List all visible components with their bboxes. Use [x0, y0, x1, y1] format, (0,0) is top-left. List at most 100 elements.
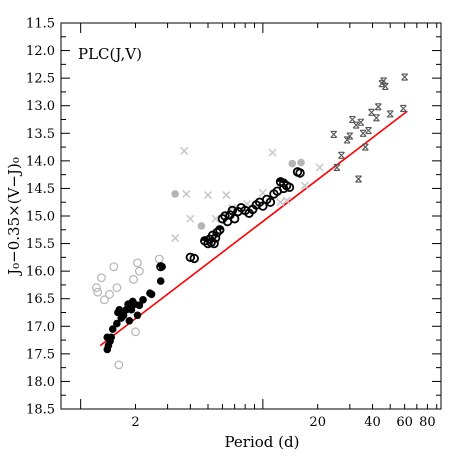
point-cross-gray	[276, 198, 285, 207]
y-tick-label: 18.5	[26, 403, 55, 418]
point-cross-boxed	[330, 130, 338, 138]
point-cross-boxed	[381, 82, 389, 90]
point-cross-boxed	[333, 163, 341, 172]
point-open-black	[210, 233, 221, 243]
y-tick-label: 15.0	[26, 210, 55, 225]
x-tick-label: 40	[364, 415, 381, 430]
point-open-gray	[109, 262, 119, 272]
point-cross-boxed	[355, 175, 362, 183]
point-open-black	[265, 197, 276, 207]
x-tick-label: 2	[131, 415, 139, 430]
point-open-gray	[97, 273, 106, 283]
point-open-black	[189, 253, 199, 264]
point-cross-boxed	[348, 115, 356, 124]
point-cross-boxed	[346, 132, 354, 140]
point-open-gray	[114, 360, 124, 370]
point-cross-boxed	[361, 143, 369, 151]
x-tick-label: 20	[309, 415, 326, 430]
point-cross-gray	[203, 191, 213, 200]
y-tick-label: 13.0	[26, 99, 55, 114]
point-open-black	[295, 168, 305, 178]
point-filled-gray	[297, 158, 305, 167]
y-axis-label: J₀−0.35×(V−J)₀	[5, 157, 23, 277]
point-open-gray	[93, 287, 103, 297]
point-cross-boxed	[401, 73, 409, 81]
point-filled-gray	[171, 190, 179, 198]
point-cross-gray	[315, 163, 324, 172]
point-filled-black	[103, 333, 112, 342]
point-cross-gray	[171, 234, 180, 243]
point-cross-gray	[182, 189, 191, 198]
point-filled-gray	[197, 222, 206, 230]
point-half-filled-ring	[200, 236, 210, 246]
point-cross-boxed	[357, 118, 365, 126]
point-filled-black	[133, 311, 142, 320]
point-cross-gray	[282, 196, 291, 205]
y-tick-label: 12.5	[26, 72, 55, 87]
point-filled-gray	[288, 159, 297, 168]
fit-line-layer	[99, 110, 408, 347]
point-open-gray	[129, 275, 138, 284]
x-tick-label: 80	[419, 415, 436, 430]
point-open-gray	[112, 283, 122, 293]
point-filled-black	[113, 319, 121, 328]
y-tick-label: 11.5	[26, 17, 55, 32]
point-filled-black	[127, 305, 136, 314]
point-filled-black	[139, 296, 147, 304]
point-half-filled-ring	[215, 225, 225, 235]
y-tick-label: 14.5	[26, 182, 55, 197]
point-open-black	[220, 211, 230, 221]
point-cross-gray	[300, 181, 309, 190]
point-cross-boxed	[352, 121, 360, 129]
point-open-black	[227, 205, 238, 216]
point-cross-gray	[180, 146, 189, 155]
y-tick-label: 15.5	[26, 237, 55, 252]
y-tick-label: 17.5	[26, 347, 55, 362]
point-cross-boxed	[380, 77, 388, 85]
data-points	[91, 73, 409, 370]
y-tick-label: 16.0	[26, 265, 55, 280]
y-tick-label: 17.0	[26, 320, 55, 335]
point-open-black	[209, 238, 219, 249]
point-open-gray	[91, 283, 101, 293]
point-cross-gray	[222, 191, 231, 200]
point-open-gray	[100, 295, 109, 305]
point-open-black	[258, 201, 268, 211]
point-filled-black	[125, 316, 134, 325]
point-open-gray	[131, 327, 140, 337]
y-tick-label: 12.0	[26, 44, 55, 59]
point-cross-boxed	[365, 126, 372, 135]
point-filled-black	[108, 325, 117, 333]
y-tick-label: 18.0	[26, 375, 55, 390]
point-cross-gray	[211, 214, 220, 223]
point-filled-black	[115, 305, 124, 314]
x-tick-label: 60	[396, 415, 413, 430]
point-cross-boxed	[386, 110, 394, 118]
point-open-black	[185, 252, 196, 263]
point-filled-black	[156, 277, 165, 285]
point-cross-boxed	[368, 108, 375, 116]
point-cross-boxed	[373, 114, 380, 122]
chart-title: PLC(J,V)	[78, 45, 142, 63]
y-tick-label: 16.5	[26, 292, 55, 307]
point-half-filled-ring	[279, 178, 289, 188]
point-open-black	[284, 182, 295, 193]
point-open-gray	[105, 289, 114, 299]
point-cross-gray	[186, 214, 195, 223]
point-cross-boxed	[343, 136, 351, 144]
point-cross-boxed	[338, 151, 345, 159]
fit-line	[99, 110, 408, 347]
point-open-gray	[133, 258, 142, 268]
point-open-black	[229, 214, 240, 224]
point-half-filled-ring	[156, 262, 166, 272]
point-filled-black	[147, 290, 156, 299]
point-open-gray	[134, 266, 144, 276]
y-axis: 11.5 12.0 12.5 13.0 13.5 14.0 14.5 15.0 15.5 16.0…	[26, 17, 441, 418]
point-filled-black	[135, 301, 144, 310]
x-axis-label: Period (d)	[225, 433, 300, 451]
y-tick-label: 14.0	[26, 154, 55, 169]
point-cross-gray	[268, 148, 277, 157]
x-axis: 2 20 40 60 80	[80, 23, 438, 430]
point-cross-boxed	[399, 104, 407, 113]
